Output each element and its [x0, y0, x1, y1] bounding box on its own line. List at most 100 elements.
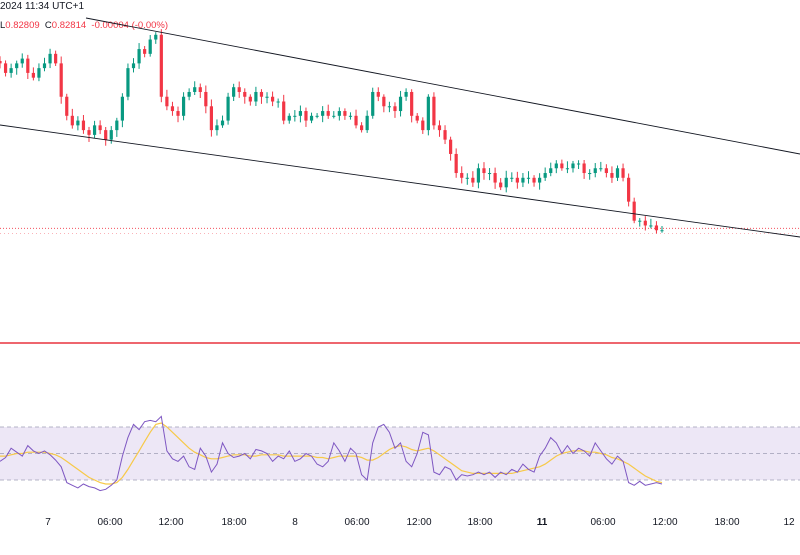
candle-body [387, 106, 392, 108]
x-tick-label: 12 [783, 517, 795, 528]
candle-body [309, 115, 314, 121]
candle-body [282, 101, 286, 121]
candle-body [298, 111, 303, 116]
candle-body [571, 163, 575, 169]
candle-body [599, 168, 603, 170]
candle-body [326, 111, 330, 116]
candle-body [70, 115, 74, 126]
candle-body [382, 96, 386, 107]
candle-body [87, 130, 91, 135]
candle-body [193, 87, 197, 92]
candle-body [65, 96, 69, 116]
candle-body [259, 91, 264, 97]
candle-body [560, 163, 564, 169]
candle-body [404, 91, 408, 97]
ohlc-readout: L0.82809 C0.82814 -0.00004 (-0.00%) [0, 20, 168, 31]
candle-body [304, 111, 308, 121]
candle-body [204, 91, 208, 107]
candle-body [232, 87, 236, 97]
candle-body [31, 72, 35, 78]
candle-body [81, 120, 86, 131]
candle-body [26, 58, 30, 73]
candle-body [565, 168, 570, 170]
overlay-lines [0, 17, 800, 344]
candle-body [254, 91, 258, 102]
candle-body [248, 96, 252, 102]
channel-lower-line [0, 124, 800, 238]
candle-body [465, 177, 469, 179]
candle-body [76, 120, 80, 126]
candle-body [454, 153, 458, 174]
candle-body [415, 115, 419, 121]
candle-body [137, 49, 141, 64]
candle-body [615, 168, 620, 178]
candle-body [321, 111, 325, 116]
candle-body [165, 96, 169, 107]
candle-body [92, 125, 97, 135]
candle-body [270, 96, 275, 102]
candle-body [627, 177, 631, 202]
candle-body [526, 177, 531, 179]
candle-body [226, 96, 230, 121]
x-tick-label: 7 [45, 517, 51, 528]
candle-body [42, 63, 47, 69]
candle-body [460, 173, 464, 178]
candle-body [588, 173, 592, 175]
candle-body [371, 91, 375, 116]
time-axis: 7 06:00 12:00 18:00 8 06:00 12:00 18:00 11 06:00 1… [45, 517, 795, 528]
rsi-line [0, 415, 663, 492]
ohlc-low-label: L [0, 20, 6, 31]
candle-body [237, 87, 241, 92]
ohlc-change-value: -0.00004 (-0.00%) [91, 20, 168, 31]
candle-body [15, 63, 19, 69]
candle-body [504, 177, 508, 188]
candle-body [538, 177, 542, 183]
rsi-ma-line [0, 422, 663, 485]
candle-body [159, 34, 163, 97]
candle-body [376, 91, 380, 97]
candle-body [243, 91, 247, 97]
candle-body [54, 53, 58, 64]
candle-body [632, 201, 636, 221]
candle-body [437, 125, 442, 131]
candle-body [449, 139, 453, 154]
candle-body [0, 60, 2, 64]
candle-body [532, 177, 536, 183]
candle-body [649, 225, 653, 227]
candle-body [187, 91, 191, 97]
candle-body [315, 115, 319, 117]
candle-body [476, 168, 481, 183]
candle-body [198, 87, 202, 92]
candle-body [343, 111, 347, 116]
candle-body [209, 106, 213, 131]
candle-body [37, 68, 41, 78]
x-tick-label: 18:00 [714, 517, 739, 528]
candle-body [510, 177, 514, 179]
candle-body [515, 177, 519, 183]
candle-body [115, 120, 119, 131]
candle-body [421, 120, 425, 131]
x-tick-label: 12:00 [158, 517, 183, 528]
candle-body [48, 53, 52, 64]
candle-body [181, 96, 186, 116]
candle-body [487, 173, 492, 175]
candle-body [265, 96, 269, 98]
candle-body [170, 106, 175, 112]
candle-body [59, 63, 63, 97]
x-tick-label: 18:00 [467, 517, 492, 528]
candle-body [148, 39, 152, 54]
candle-body [593, 168, 597, 174]
candle-body [582, 163, 586, 174]
x-tick-label: 06:00 [344, 517, 369, 528]
candle-body [354, 115, 358, 126]
candle-body [393, 106, 397, 112]
candle-body [576, 163, 581, 165]
candle-body [215, 125, 219, 131]
candle-body [9, 68, 13, 73]
candle-body [499, 182, 503, 188]
candle-body [638, 220, 642, 222]
ohlc-low-value: 0.82809 [5, 20, 40, 31]
candle-body [98, 125, 102, 131]
candle-body [276, 101, 280, 103]
